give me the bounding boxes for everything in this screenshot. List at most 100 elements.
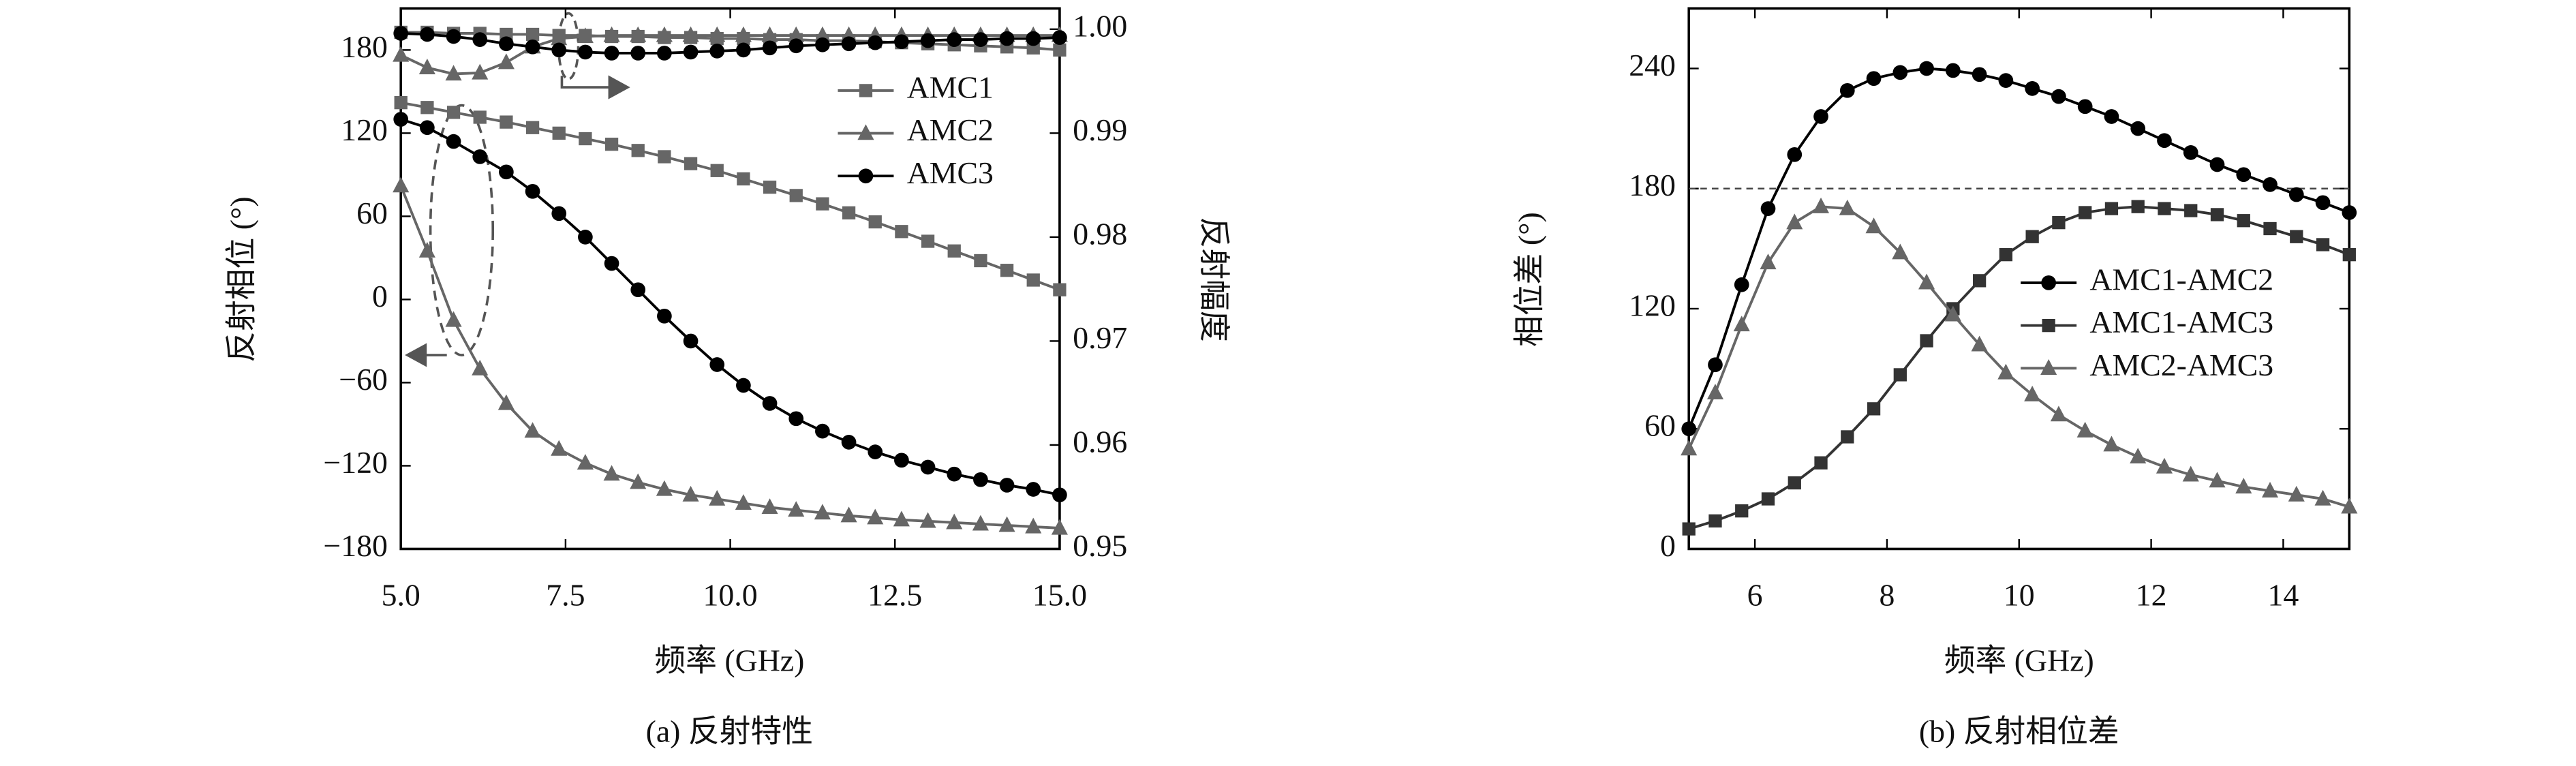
marker	[551, 42, 567, 58]
annotation	[405, 12, 630, 367]
legend-label: AMC1-AMC3	[2089, 305, 2273, 339]
marker	[920, 33, 936, 48]
marker	[763, 181, 777, 194]
marker	[2104, 109, 2119, 124]
y-tick-label: 0	[1660, 528, 1676, 563]
marker	[683, 333, 699, 349]
legend-label: AMC2	[907, 112, 994, 147]
marker	[2025, 81, 2040, 96]
marker	[2079, 206, 2092, 219]
marker	[1946, 63, 1961, 78]
marker	[841, 435, 857, 450]
marker	[1788, 476, 1801, 490]
marker	[737, 172, 750, 186]
marker	[1681, 421, 1697, 437]
x-tick-label: 5.0	[382, 577, 420, 612]
marker	[1998, 73, 2014, 88]
marker	[552, 126, 566, 140]
marker	[525, 39, 540, 55]
marker	[1893, 368, 1907, 382]
annotation-arrowhead	[405, 343, 427, 367]
marker	[868, 215, 882, 229]
marker	[999, 478, 1015, 493]
marker	[788, 26, 805, 42]
legend-label: AMC3	[907, 155, 994, 190]
caption: (a) 反射特性	[646, 714, 813, 748]
marker	[446, 29, 461, 44]
marker	[525, 27, 540, 42]
marker	[2314, 489, 2331, 506]
marker	[525, 121, 540, 134]
marker	[2342, 205, 2357, 220]
marker	[497, 53, 515, 70]
marker	[682, 485, 699, 502]
marker	[658, 150, 671, 164]
marker	[1052, 487, 1067, 503]
marker	[551, 29, 568, 46]
marker	[2076, 421, 2094, 438]
x-tick-label: 6	[1747, 577, 1763, 612]
y-axis-label: 反射相位 (°)	[224, 196, 259, 362]
marker	[2131, 200, 2145, 213]
marker	[2209, 157, 2225, 172]
y2-tick-label: 0.97	[1073, 320, 1127, 355]
marker	[1681, 440, 1698, 456]
marker	[2050, 405, 2067, 422]
marker	[1892, 243, 1909, 260]
marker	[630, 46, 646, 61]
marker	[1972, 67, 1987, 82]
marker	[445, 65, 462, 81]
marker	[499, 36, 514, 52]
marker	[2316, 238, 2330, 251]
marker	[1918, 273, 1935, 290]
marker	[2288, 187, 2304, 202]
marker	[1708, 357, 1723, 373]
marker	[394, 96, 408, 110]
x-axis-label: 频率 (GHz)	[654, 643, 804, 678]
marker	[761, 498, 778, 515]
caption: (b) 反射相位差	[1919, 714, 2119, 748]
legend-label: AMC1	[907, 70, 994, 104]
marker	[1841, 430, 1854, 444]
x-axis-label: 频率 (GHz)	[1944, 643, 2094, 678]
marker	[761, 26, 778, 42]
marker	[1760, 201, 1776, 216]
x-tick-label: 15.0	[1032, 577, 1087, 612]
marker	[999, 31, 1015, 46]
marker	[868, 35, 883, 50]
annotation-ellipse	[429, 104, 495, 356]
marker	[420, 120, 435, 136]
marker	[579, 132, 592, 146]
marker	[947, 244, 961, 258]
marker	[630, 282, 646, 298]
marker	[631, 144, 645, 157]
marker	[842, 206, 856, 219]
legend-marker	[2041, 275, 2057, 290]
marker	[682, 26, 699, 42]
y-tick-label: 60	[1644, 408, 1676, 443]
y-tick-label: 60	[356, 196, 388, 230]
marker	[973, 472, 988, 487]
y-axis-label: 相位差 (°)	[1512, 212, 1547, 347]
marker	[1971, 335, 1988, 352]
y-tick-label: 240	[1629, 48, 1676, 82]
marker	[709, 26, 726, 42]
marker	[1867, 402, 1881, 416]
marker	[919, 512, 936, 528]
marker	[497, 394, 515, 410]
marker	[2025, 230, 2039, 243]
marker	[657, 308, 672, 324]
marker	[2290, 230, 2303, 243]
marker	[393, 112, 409, 127]
marker	[736, 378, 751, 393]
marker	[1053, 43, 1067, 57]
y-tick-label: −120	[323, 445, 388, 480]
marker	[973, 32, 988, 47]
marker	[472, 359, 489, 376]
marker	[788, 501, 805, 517]
marker	[578, 230, 593, 245]
marker	[1760, 254, 1777, 270]
marker	[393, 46, 410, 62]
y2-tick-label: 0.98	[1073, 216, 1127, 251]
marker	[2342, 248, 2356, 262]
